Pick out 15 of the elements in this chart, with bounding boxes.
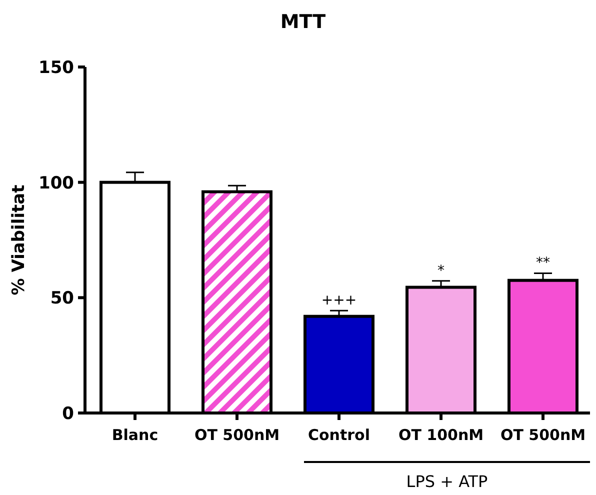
annotation: ** [536,255,550,272]
y-tick-label: 100 [38,173,74,194]
x-tick-label: OT 100nM [398,426,484,444]
y-tick-label: 0 [62,404,74,424]
x-tick-label: Blanc [112,426,158,444]
annotation: +++ [321,292,357,309]
x-tick-label: OT 500nM [500,426,586,444]
y-tick-label: 150 [38,58,74,78]
y-tick-label: 50 [50,288,74,309]
chart-title: MTT [280,11,326,33]
x-tick-label: OT 500nM [194,426,280,444]
y-axis-title: % Viabilitat [9,184,29,296]
x-tick-label: Control [308,426,370,444]
text: LPS + ATP [406,472,488,491]
annotation: * [438,262,444,279]
